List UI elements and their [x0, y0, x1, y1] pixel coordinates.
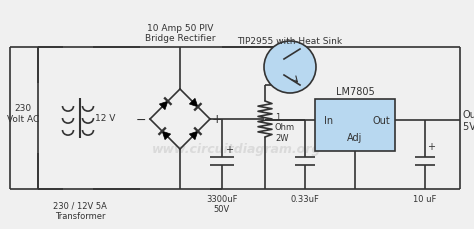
Text: 1
Ohm
2W: 1 Ohm 2W: [275, 113, 295, 142]
Text: 3300uF
50V: 3300uF 50V: [206, 194, 238, 213]
Text: 10 Amp 50 PIV
Bridge Rectifier: 10 Amp 50 PIV Bridge Rectifier: [145, 24, 215, 43]
Text: 230
Volt AC: 230 Volt AC: [7, 104, 39, 123]
Text: −: −: [136, 113, 146, 126]
Text: 10 uF: 10 uF: [413, 194, 437, 203]
Text: 12 V: 12 V: [95, 114, 115, 123]
Polygon shape: [189, 99, 198, 107]
Text: LM7805: LM7805: [336, 87, 374, 97]
Text: In: In: [324, 115, 334, 125]
Circle shape: [264, 42, 316, 94]
Polygon shape: [162, 132, 171, 140]
FancyBboxPatch shape: [315, 100, 395, 151]
Text: Out: Out: [372, 115, 390, 125]
Polygon shape: [189, 132, 198, 140]
Polygon shape: [159, 102, 168, 110]
Text: 0.33uF: 0.33uF: [291, 194, 319, 203]
Text: 230 / 12V 5A
Transformer: 230 / 12V 5A Transformer: [53, 201, 107, 221]
Text: www.circuitdiagram.org: www.circuitdiagram.org: [152, 143, 322, 156]
Text: Output
5V / 5A: Output 5V / 5A: [463, 110, 474, 131]
Text: +: +: [427, 141, 435, 151]
Text: +: +: [212, 113, 223, 126]
Text: Adj: Adj: [347, 132, 363, 142]
Text: +: +: [225, 144, 233, 154]
Text: TIP2955 with Heat Sink: TIP2955 with Heat Sink: [237, 37, 343, 46]
